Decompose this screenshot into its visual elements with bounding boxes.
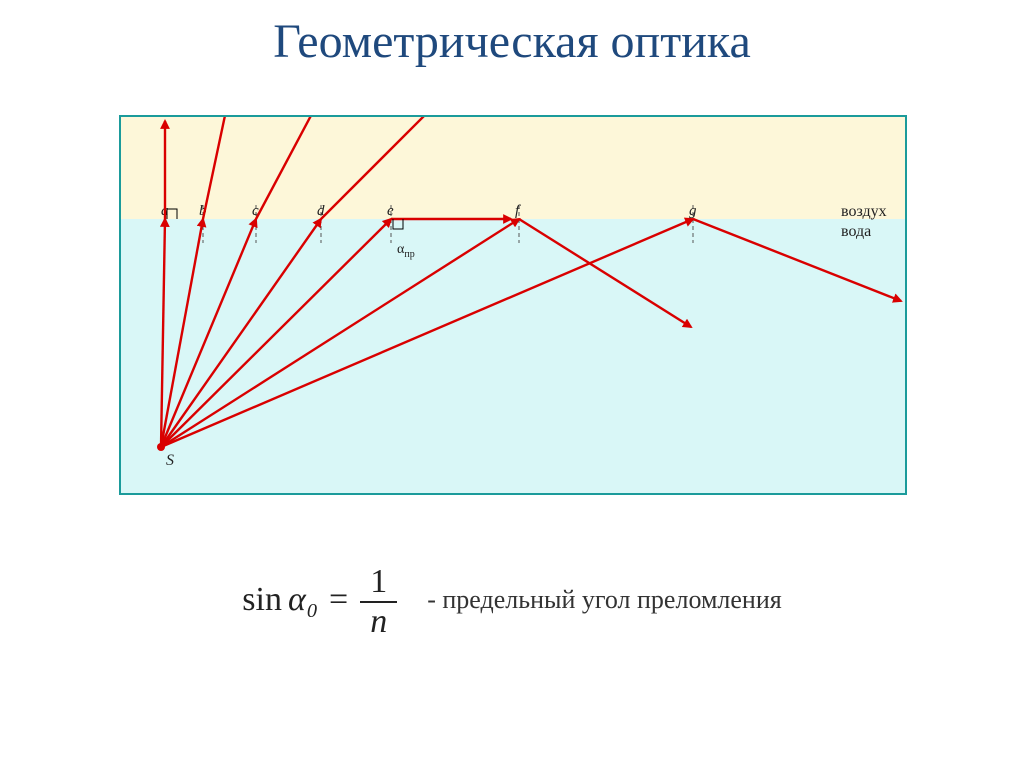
formula-fraction: 1 n [360,562,397,641]
formula-sin: sin [242,581,282,619]
svg-text:e: e [387,203,394,219]
formula-alpha: α0 [288,581,317,619]
formula-row: sin α0 = 1 n - предельный угол преломлен… [0,560,1024,639]
optics-figure: воздух вода Sabcdefgαпр [119,115,907,495]
formula-caption: - предельный угол преломления [427,585,782,615]
svg-text:S: S [166,452,174,469]
svg-text:f: f [515,203,521,219]
formula-eq: = [329,581,348,619]
rays-svg: Sabcdefgαпр [121,117,907,495]
critical-angle-formula: sin α0 = 1 n [242,560,397,639]
svg-text:g: g [689,203,697,219]
page-title: Геометрическая оптика [0,0,1024,79]
svg-text:αпр: αпр [397,242,415,260]
